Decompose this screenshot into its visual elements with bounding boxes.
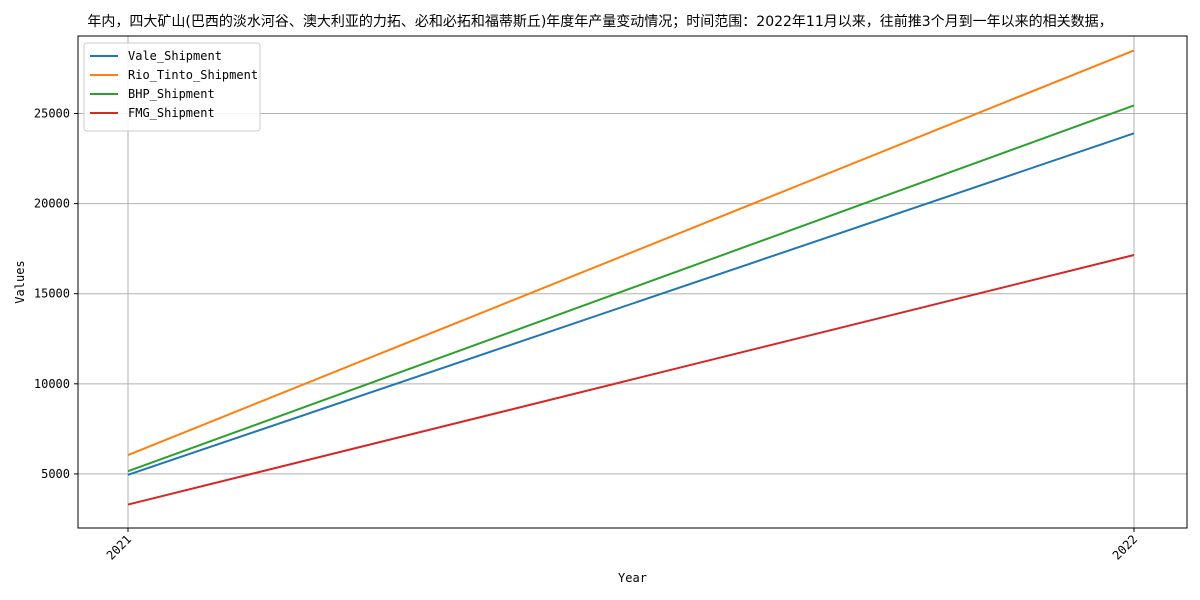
y-tick-label: 15000 [34, 287, 70, 301]
legend-box [83, 42, 261, 132]
y-tick-label: 20000 [34, 197, 70, 211]
legend-label: Vale_Shipment [128, 49, 222, 63]
series-lines [127, 49, 1135, 506]
y-axis: 5000 10000 15000 20000 25000 [34, 106, 78, 481]
series-line-rio_tinto_shipment [127, 49, 1135, 456]
y-tick-label: 5000 [41, 467, 70, 481]
legend-label: FMG_Shipment [128, 106, 215, 120]
y-tick-label: 10000 [34, 377, 70, 391]
x-axis-label: Year [618, 571, 647, 585]
x-axis: 2021 2022 [104, 528, 1140, 563]
x-tick-label: 2021 [104, 532, 134, 562]
plot-frame [77, 35, 1188, 529]
chart-title: 年内，四大矿山(巴西的淡水河谷、澳大利亚的力拓、必和必拓和福蒂斯丘)年度年产量变… [87, 13, 1112, 30]
y-tick-label: 25000 [34, 106, 70, 120]
legend-label: Rio_Tinto_Shipment [128, 68, 258, 82]
legend-label: BHP_Shipment [128, 87, 215, 101]
legend: Vale_Shipment Rio_Tinto_Shipment BHP_Shipm… [83, 42, 261, 132]
series-line-vale_shipment [127, 132, 1135, 476]
y-axis-label: Values [13, 260, 27, 303]
series-line-fmg_shipment [127, 253, 1135, 506]
series-line-bhp_shipment [127, 104, 1135, 473]
x-tick-label: 2022 [1110, 532, 1140, 562]
